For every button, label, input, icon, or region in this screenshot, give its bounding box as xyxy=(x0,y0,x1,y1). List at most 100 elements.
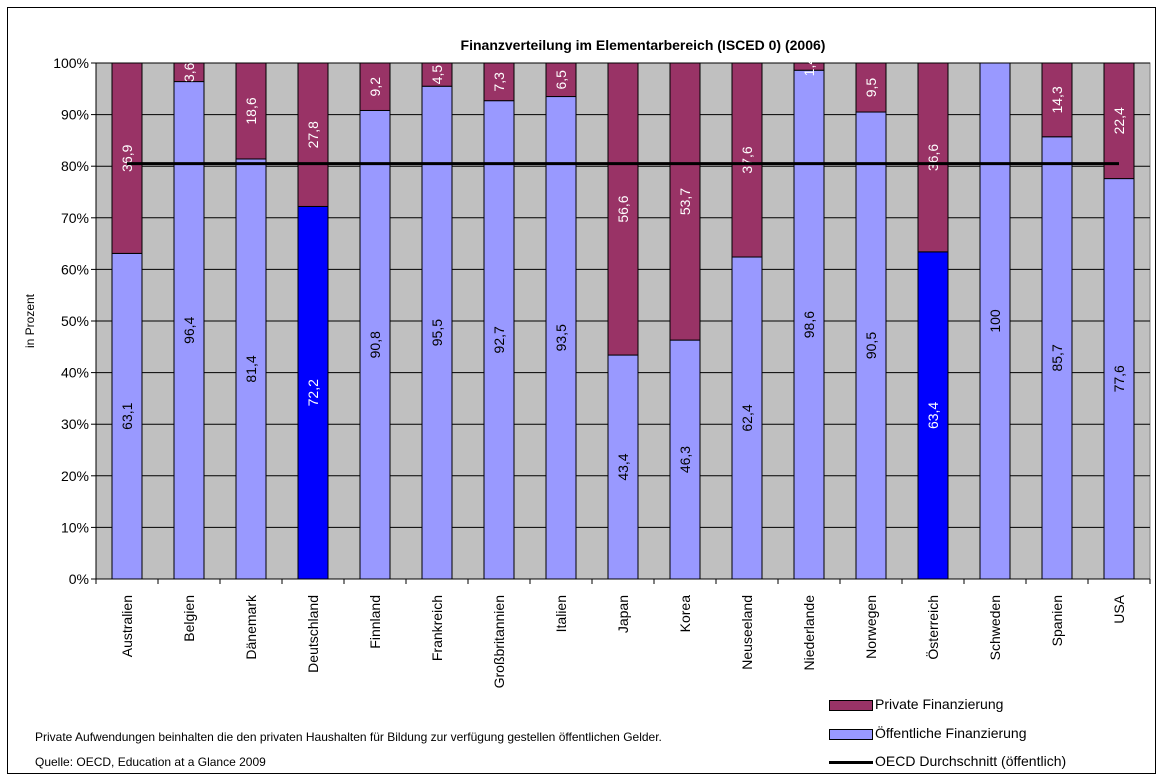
x-tick-label: Korea xyxy=(677,595,693,633)
data-label-public: 90,5 xyxy=(863,332,879,359)
data-label-public: 93,5 xyxy=(553,324,569,351)
x-tick-label: Australien xyxy=(119,595,135,657)
x-tick-label: Niederlande xyxy=(801,595,817,671)
legend-label-private: Private Finanzierung xyxy=(875,696,1004,712)
data-label-public: 77,6 xyxy=(1111,365,1127,392)
data-label-public: 96,4 xyxy=(181,316,197,343)
bar-private xyxy=(855,62,887,113)
bar-public xyxy=(545,96,577,580)
bar-private xyxy=(359,62,391,111)
data-label-private: 6,5 xyxy=(553,70,569,90)
data-label-private: 22,4 xyxy=(1111,107,1127,134)
y-tick-label: 0% xyxy=(69,571,89,587)
y-tick-label: 100% xyxy=(53,55,89,71)
x-tick-label: Frankreich xyxy=(429,595,445,661)
data-label-private: 37,6 xyxy=(739,146,755,173)
x-tick-label: USA xyxy=(1111,594,1127,623)
data-label-public: 46,3 xyxy=(677,446,693,473)
bar-public xyxy=(359,109,391,580)
data-label-public: 90,8 xyxy=(367,331,383,358)
bar-private xyxy=(545,62,577,98)
legend-label-oecd: OECD Durchschnitt (öffentlich) xyxy=(875,753,1067,769)
data-label-public: 92,7 xyxy=(491,326,507,353)
bar-public xyxy=(1041,136,1073,580)
bar-private xyxy=(297,62,329,207)
bar-public xyxy=(731,256,763,580)
y-tick-label: 90% xyxy=(61,107,89,123)
data-label-public: 62,4 xyxy=(739,404,755,431)
data-label-private: 7,3 xyxy=(491,72,507,92)
bar-public xyxy=(1103,178,1135,580)
y-tick-label: 40% xyxy=(61,365,89,381)
x-tick-label: Österreich xyxy=(924,595,941,660)
bar-private xyxy=(421,62,453,87)
data-label-private: 3,6 xyxy=(181,62,197,82)
data-label-public: 72,2 xyxy=(305,379,321,406)
bar-public xyxy=(979,62,1011,580)
data-label-public: 95,5 xyxy=(429,319,445,346)
x-tick-label: Japan xyxy=(615,595,631,633)
x-tick-label: Italien xyxy=(553,595,569,632)
bar-private xyxy=(1103,62,1135,180)
y-tick-label: 70% xyxy=(61,210,89,226)
data-label-private: 1,4 xyxy=(801,57,817,77)
data-label-private: 36,9 xyxy=(119,144,135,171)
bar-public xyxy=(483,100,515,580)
y-tick-label: 60% xyxy=(61,261,89,277)
data-label-private: 18,6 xyxy=(243,97,259,124)
bar-private xyxy=(483,62,515,102)
note-source: Quelle: OECD, Education at a Glance 2009 xyxy=(35,755,266,769)
legend-label-public: Öffentliche Finanzierung xyxy=(875,725,1027,741)
bar-public xyxy=(421,85,453,580)
data-label-private: 27,8 xyxy=(305,121,321,148)
x-tick-label: Schweden xyxy=(987,595,1003,660)
data-label-private: 4,5 xyxy=(429,65,445,85)
y-tick-label: 20% xyxy=(61,468,89,484)
data-label-public: 98,6 xyxy=(801,311,817,338)
legend-swatch-private xyxy=(829,700,873,711)
data-label-private: 14,3 xyxy=(1049,86,1065,113)
chart-title: Finanzverteilung im Elementarbereich (IS… xyxy=(461,37,826,53)
x-tick-label: Belgien xyxy=(181,595,197,642)
data-label-private: 9,5 xyxy=(863,78,879,98)
bar-private xyxy=(173,62,205,83)
y-tick-label: 80% xyxy=(61,158,89,174)
y-tick-label: 30% xyxy=(61,416,89,432)
y-axis-title: in Prozent xyxy=(23,293,37,348)
bar-private xyxy=(1041,62,1073,138)
data-label-private: 53,7 xyxy=(677,188,693,215)
data-label-public: 85,7 xyxy=(1049,344,1065,371)
bar-private xyxy=(607,62,639,356)
bar-private xyxy=(793,62,825,71)
x-tick-label: Norwegen xyxy=(863,595,879,659)
x-tick-label: Finnland xyxy=(367,595,383,649)
y-tick-label: 50% xyxy=(61,313,89,329)
y-tick-label: 10% xyxy=(61,519,89,535)
x-tick-label: Großbritannien xyxy=(491,595,507,688)
x-tick-label: Spanien xyxy=(1049,595,1065,646)
x-tick-label: Deutschland xyxy=(305,595,321,673)
bar-public xyxy=(235,158,267,580)
bar-public xyxy=(917,251,949,580)
legend-line-oecd xyxy=(829,761,873,764)
data-label-public: 100 xyxy=(987,309,1003,333)
bar-private xyxy=(731,62,763,258)
bar-private xyxy=(917,62,949,253)
bar-public xyxy=(297,205,329,580)
data-label-public: 43,4 xyxy=(615,453,631,480)
data-label-private: 56,6 xyxy=(615,195,631,222)
bar-private xyxy=(669,62,701,341)
data-label-private: 36,6 xyxy=(925,144,941,171)
data-label-private: 9,2 xyxy=(367,77,383,97)
note-private-expenses: Private Aufwendungen beinhalten die den … xyxy=(35,730,662,744)
data-label-public: 63,1 xyxy=(119,402,135,429)
legend-swatch-public xyxy=(829,729,873,740)
bar-private xyxy=(111,62,143,254)
bar-private xyxy=(235,62,267,160)
bar-public xyxy=(111,252,143,580)
data-label-public: 81,4 xyxy=(243,355,259,382)
x-tick-label: Neuseeland xyxy=(739,595,755,670)
data-label-public: 63,4 xyxy=(925,402,941,429)
x-tick-label: Dänemark xyxy=(243,594,259,660)
